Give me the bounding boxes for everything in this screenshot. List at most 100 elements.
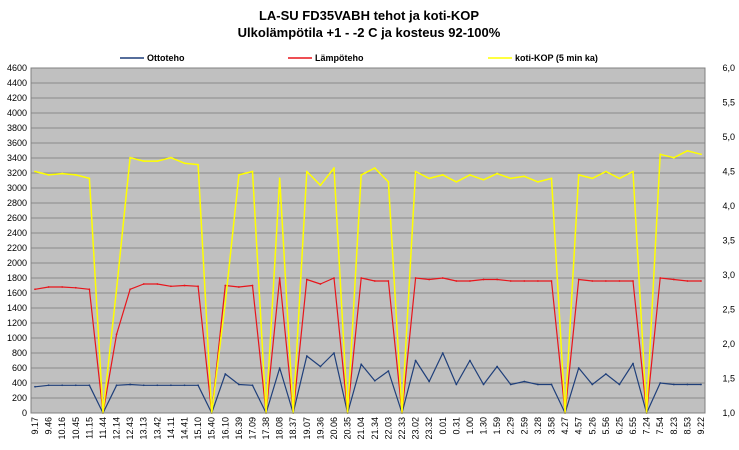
series-point <box>632 170 634 173</box>
series-point <box>237 174 240 176</box>
y-tick-label: 200 <box>12 393 27 403</box>
series-point <box>88 288 91 291</box>
series-point <box>550 383 553 386</box>
series-point <box>319 283 322 285</box>
y-tick-label: 3800 <box>7 123 27 133</box>
series-point <box>496 172 499 175</box>
series-point <box>387 370 390 372</box>
series-point <box>142 160 145 163</box>
x-tick-label: 22.33 <box>397 417 407 440</box>
y2-tick-label: 1,0 <box>722 408 735 418</box>
x-tick-label: 21.34 <box>370 417 380 440</box>
y-tick-label: 2000 <box>7 258 27 268</box>
series-point <box>455 280 458 282</box>
x-tick-label: 14.41 <box>180 417 190 440</box>
x-tick-label: 6.25 <box>614 417 624 435</box>
series-point <box>632 362 634 365</box>
series-point <box>618 383 621 386</box>
x-tick-label: 23.32 <box>424 417 434 440</box>
y-tick-label: 4200 <box>7 93 27 103</box>
series-point <box>373 379 376 382</box>
x-tick-label: 15.10 <box>193 417 203 440</box>
series-point <box>455 180 458 183</box>
series-point <box>591 280 594 282</box>
series-point <box>604 280 607 282</box>
y-tick-label: 2400 <box>7 228 27 238</box>
series-point <box>428 177 431 180</box>
series-point <box>156 384 159 387</box>
series-point <box>142 384 145 387</box>
series-point <box>550 177 553 180</box>
series-point <box>469 280 471 282</box>
y2-axis-ticks: 1,0 1,5 2,0 2,5 3,0 3,5 4,0 4,5 5,0 5,5 6,0 <box>722 63 735 418</box>
series-point <box>428 278 431 281</box>
series-point <box>659 277 662 279</box>
series-point <box>115 333 118 336</box>
x-tick-label: 22.03 <box>383 417 393 440</box>
x-tick-label: 9.17 <box>30 417 40 435</box>
y-tick-label: 1200 <box>7 318 27 328</box>
x-tick-label: 9.22 <box>696 417 706 435</box>
x-tick-label: 18.37 <box>288 417 298 440</box>
y2-tick-label: 2,0 <box>722 339 735 349</box>
series-point <box>672 383 675 386</box>
series-point <box>604 170 607 173</box>
y2-tick-label: 5,0 <box>722 132 735 142</box>
series-point <box>74 286 77 289</box>
y2-tick-label: 3,0 <box>722 270 735 280</box>
series-point <box>360 363 363 366</box>
y-tick-label: 2800 <box>7 198 27 208</box>
series-point <box>523 175 526 178</box>
series-point <box>414 277 417 279</box>
x-tick-label: 16.10 <box>220 417 230 440</box>
series-point <box>170 285 172 288</box>
series-point <box>536 383 539 386</box>
series-point <box>523 380 526 383</box>
x-tick-label: 14.11 <box>166 417 176 439</box>
series-point <box>251 384 254 387</box>
series-point <box>115 384 118 387</box>
series-point <box>115 287 118 290</box>
plot-area <box>31 68 705 413</box>
series-point <box>700 383 702 386</box>
series-point <box>88 384 91 387</box>
plot-border <box>30 67 706 414</box>
y-tick-label: 2200 <box>7 243 27 253</box>
series-point <box>441 174 444 176</box>
x-tick-label: 3.58 <box>546 417 556 435</box>
y-tick-label: 4400 <box>7 78 27 88</box>
series-point <box>197 163 200 166</box>
series-point <box>482 178 485 181</box>
x-tick-label: 0.31 <box>451 417 461 435</box>
series-point <box>686 149 689 152</box>
y-axis-ticks: 0 200 400 600 800 1000 1200 1400 1600 1800 2000 220… <box>7 63 27 418</box>
series-point <box>183 162 186 165</box>
series-point <box>659 382 662 384</box>
y-tick-label: 4600 <box>7 63 27 73</box>
x-axis-ticks: 9.17 9.46 10.16 10.45 11.15 11.44 12.14 12.43 13… <box>30 417 706 440</box>
x-tick-label: 23.02 <box>411 417 421 440</box>
chart-subtitle: Ulkolämpötila +1 - -2 C ja kosteus 92-10… <box>238 25 501 40</box>
y-tick-label: 3600 <box>7 138 27 148</box>
series-point <box>47 174 50 176</box>
series-point <box>34 385 36 388</box>
x-tick-label: 20.35 <box>343 417 353 440</box>
x-tick-label: 1.30 <box>479 417 489 435</box>
series-point <box>686 280 689 282</box>
y2-tick-label: 2,5 <box>722 305 735 315</box>
series-point <box>74 384 77 387</box>
series-point <box>536 180 539 183</box>
y-tick-label: 3400 <box>7 153 27 163</box>
y-tick-label: 4000 <box>7 108 27 118</box>
x-tick-label: 17.09 <box>247 417 257 440</box>
series-point <box>237 286 240 288</box>
series-point <box>659 153 662 156</box>
series-point <box>305 278 308 281</box>
series-point <box>305 355 308 357</box>
x-tick-label: 5.56 <box>601 417 611 435</box>
series-point <box>319 184 322 187</box>
series-lines <box>34 149 702 414</box>
series-point <box>61 286 64 288</box>
y-tick-label: 2600 <box>7 213 27 223</box>
x-tick-label: 10.45 <box>71 417 81 440</box>
